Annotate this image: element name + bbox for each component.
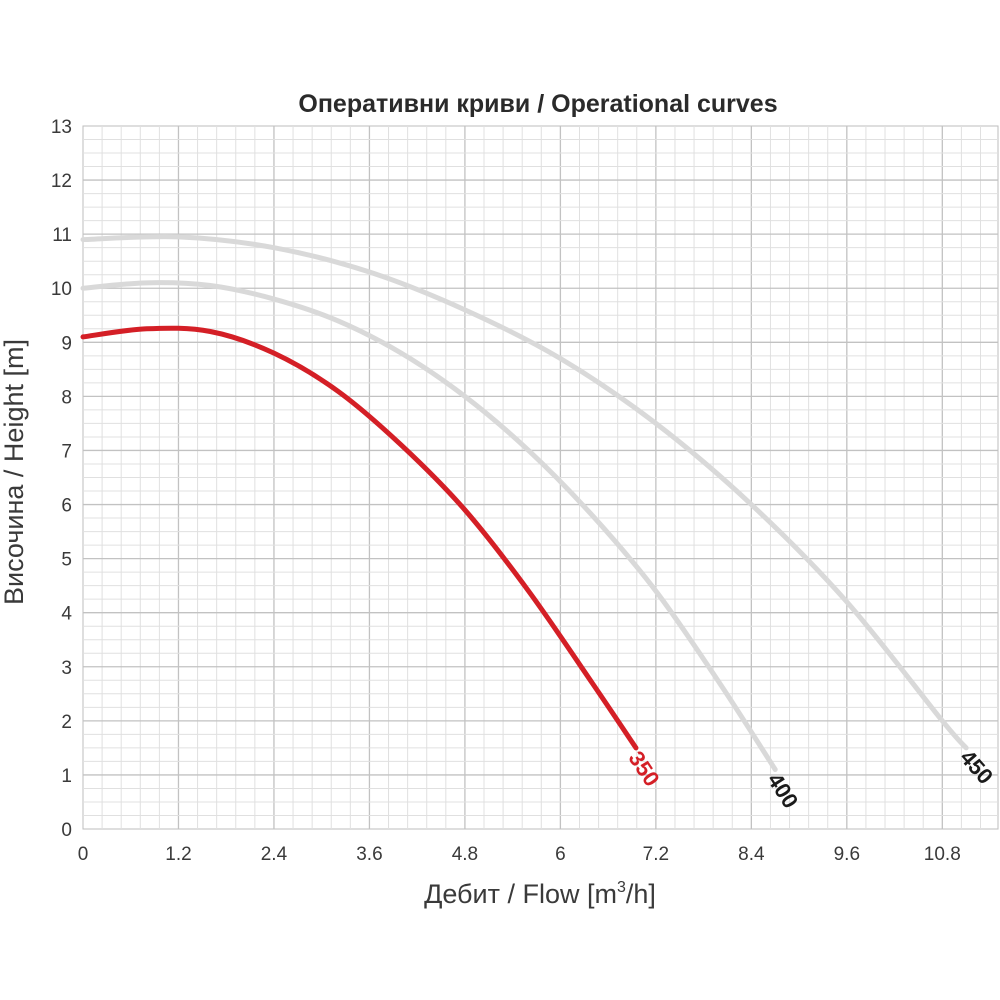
x-tick-label: 10.8 — [924, 844, 961, 865]
x-tick-label: 1.2 — [165, 844, 191, 865]
y-tick-label: 13 — [51, 117, 72, 138]
y-tick-label: 8 — [61, 387, 72, 408]
y-tick-label: 0 — [61, 820, 72, 841]
tick-labels: 0 1.2 2.4 3.6 4.8 6 7.2 8.4 9.6 10.80123456789101… — [51, 117, 961, 865]
series-line-400 — [80, 280, 778, 773]
x-tick-label: 2.4 — [261, 844, 288, 865]
y-tick-label: 10 — [51, 279, 72, 300]
series-line-350 — [80, 325, 639, 751]
y-tick-label: 11 — [52, 225, 72, 246]
y-tick-label: 9 — [61, 333, 72, 354]
x-axis-label: Дебит / Flow [m3/h] — [424, 879, 656, 909]
y-tick-label: 12 — [51, 171, 72, 192]
x-tick-label: 8.4 — [738, 844, 765, 865]
y-tick-label: 6 — [61, 496, 72, 517]
x-tick-label: 4.8 — [452, 844, 478, 865]
grid — [82, 125, 999, 830]
x-tick-label: 3.6 — [356, 844, 382, 865]
y-tick-label: 2 — [61, 712, 72, 733]
x-tick-label: 0 — [78, 844, 89, 865]
chart-title: Оперативни криви / Operational curves — [298, 90, 777, 118]
y-tick-label: 7 — [61, 441, 72, 462]
x-tick-label: 9.6 — [834, 844, 860, 865]
y-tick-label: 4 — [61, 604, 72, 625]
y-axis-label: Височина / Height [m] — [0, 339, 29, 605]
series-line-450 — [80, 234, 969, 751]
x-axis-label-suffix: /h] — [626, 879, 656, 909]
x-tick-label: 6 — [555, 844, 566, 865]
x-tick-label: 7.2 — [643, 844, 669, 865]
y-tick-label: 3 — [61, 658, 72, 679]
x-axis-label-prefix: Дебит / Flow [m — [424, 879, 617, 909]
y-tick-label: 1 — [61, 766, 72, 787]
y-tick-label: 5 — [61, 550, 72, 571]
x-axis-label-superscript: 3 — [617, 879, 626, 896]
